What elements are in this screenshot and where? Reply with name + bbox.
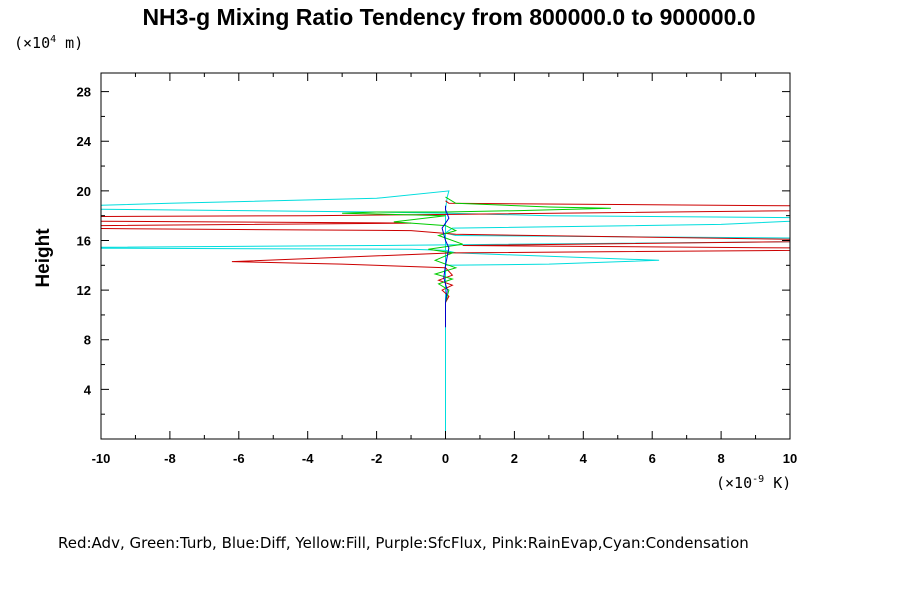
series-line-condensation <box>101 190 790 437</box>
x-tick-label: -8 <box>164 451 176 466</box>
y-axis-label: Height <box>33 228 54 288</box>
x-tick-label: -2 <box>371 451 383 466</box>
x-tick-label: -6 <box>233 451 245 466</box>
x-tick-label: 10 <box>783 451 797 466</box>
legend-text: Red:Adv, Green:Turb, Blue:Diff, Yellow:F… <box>58 534 749 552</box>
y-tick-label: 8 <box>84 333 91 348</box>
x-tick-label: 6 <box>649 451 656 466</box>
y-tick-label: 4 <box>84 382 92 397</box>
x-tick-label: -4 <box>302 451 314 466</box>
chart-title: NH3-g Mixing Ratio Tendency from 800000.… <box>142 4 755 30</box>
series-line-turb <box>342 196 611 303</box>
x-tick-label: 0 <box>442 451 449 466</box>
x-tick-label: 2 <box>511 451 518 466</box>
series-line-diff <box>441 205 450 328</box>
y-tick-label: 16 <box>77 233 91 248</box>
x-tick-label: 4 <box>580 451 588 466</box>
y-tick-label: 12 <box>77 283 91 298</box>
x-unit-label: (×10-9 K) <box>716 474 791 492</box>
y-tick-label: 24 <box>77 134 92 149</box>
y-tick-label: 28 <box>77 85 91 100</box>
x-tick-label: 8 <box>717 451 724 466</box>
series-line-adv <box>101 200 790 303</box>
series-group <box>101 190 790 437</box>
y-tick-label: 20 <box>77 184 91 199</box>
x-tick-label: -10 <box>92 451 111 466</box>
y-unit-label: (×104 m) <box>14 34 83 52</box>
